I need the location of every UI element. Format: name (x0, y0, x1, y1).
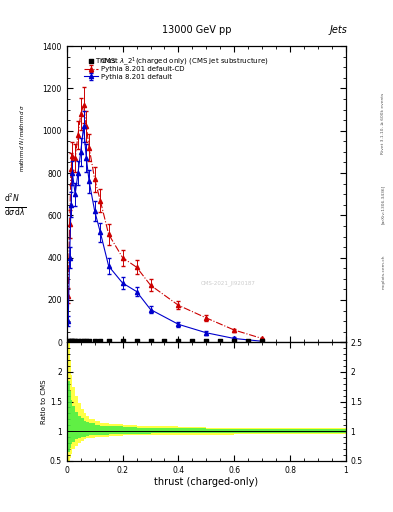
Text: CMS-2021_JI920187: CMS-2021_JI920187 (201, 280, 256, 286)
CMS (97, 336, 103, 345)
CMS (92, 336, 98, 345)
Text: Rivet 3.1.10, ≥ 600k events: Rivet 3.1.10, ≥ 600k events (381, 92, 385, 154)
Y-axis label: Ratio to CMS: Ratio to CMS (41, 379, 47, 424)
CMS (259, 336, 265, 345)
Text: 13000 GeV pp: 13000 GeV pp (162, 25, 231, 35)
CMS (217, 336, 223, 345)
CMS (71, 336, 77, 345)
Text: $\mathrm{mathrm}\,d\,N\,/\,\mathrm{mathrm}\,d\,\sigma$: $\mathrm{mathrm}\,d\,N\,/\,\mathrm{mathr… (18, 104, 26, 172)
CMS (78, 336, 84, 345)
CMS (147, 336, 154, 345)
Legend: CMS, Pythia 8.201 default-CD, Pythia 8.201 default: CMS, Pythia 8.201 default-CD, Pythia 8.2… (81, 55, 187, 82)
CMS (231, 336, 237, 345)
CMS (245, 336, 252, 345)
Text: [arXiv:1306.3436]: [arXiv:1306.3436] (381, 185, 385, 224)
CMS (189, 336, 196, 345)
CMS (75, 336, 81, 345)
Text: mcplots.cern.ch: mcplots.cern.ch (381, 254, 385, 289)
CMS (68, 336, 74, 345)
CMS (83, 336, 90, 345)
Text: Thrust $\lambda\_2^1$(charged only) (CMS jet substructure): Thrust $\lambda\_2^1$(charged only) (CMS… (95, 55, 268, 68)
CMS (69, 336, 75, 345)
CMS (81, 336, 87, 345)
CMS (119, 336, 126, 345)
CMS (203, 336, 209, 345)
CMS (86, 336, 92, 345)
CMS (175, 336, 182, 345)
CMS (66, 336, 73, 345)
CMS (161, 336, 167, 345)
X-axis label: thrust (charged-only): thrust (charged-only) (154, 477, 258, 487)
CMS (72, 336, 78, 345)
CMS (105, 336, 112, 345)
CMS (65, 336, 72, 345)
Text: $\mathrm{d}^2N$
$\overline{\mathrm{d}\sigma\,\mathrm{d}\lambda}$: $\mathrm{d}^2N$ $\overline{\mathrm{d}\si… (4, 191, 26, 218)
CMS (134, 336, 140, 345)
Text: Jets: Jets (330, 25, 348, 35)
